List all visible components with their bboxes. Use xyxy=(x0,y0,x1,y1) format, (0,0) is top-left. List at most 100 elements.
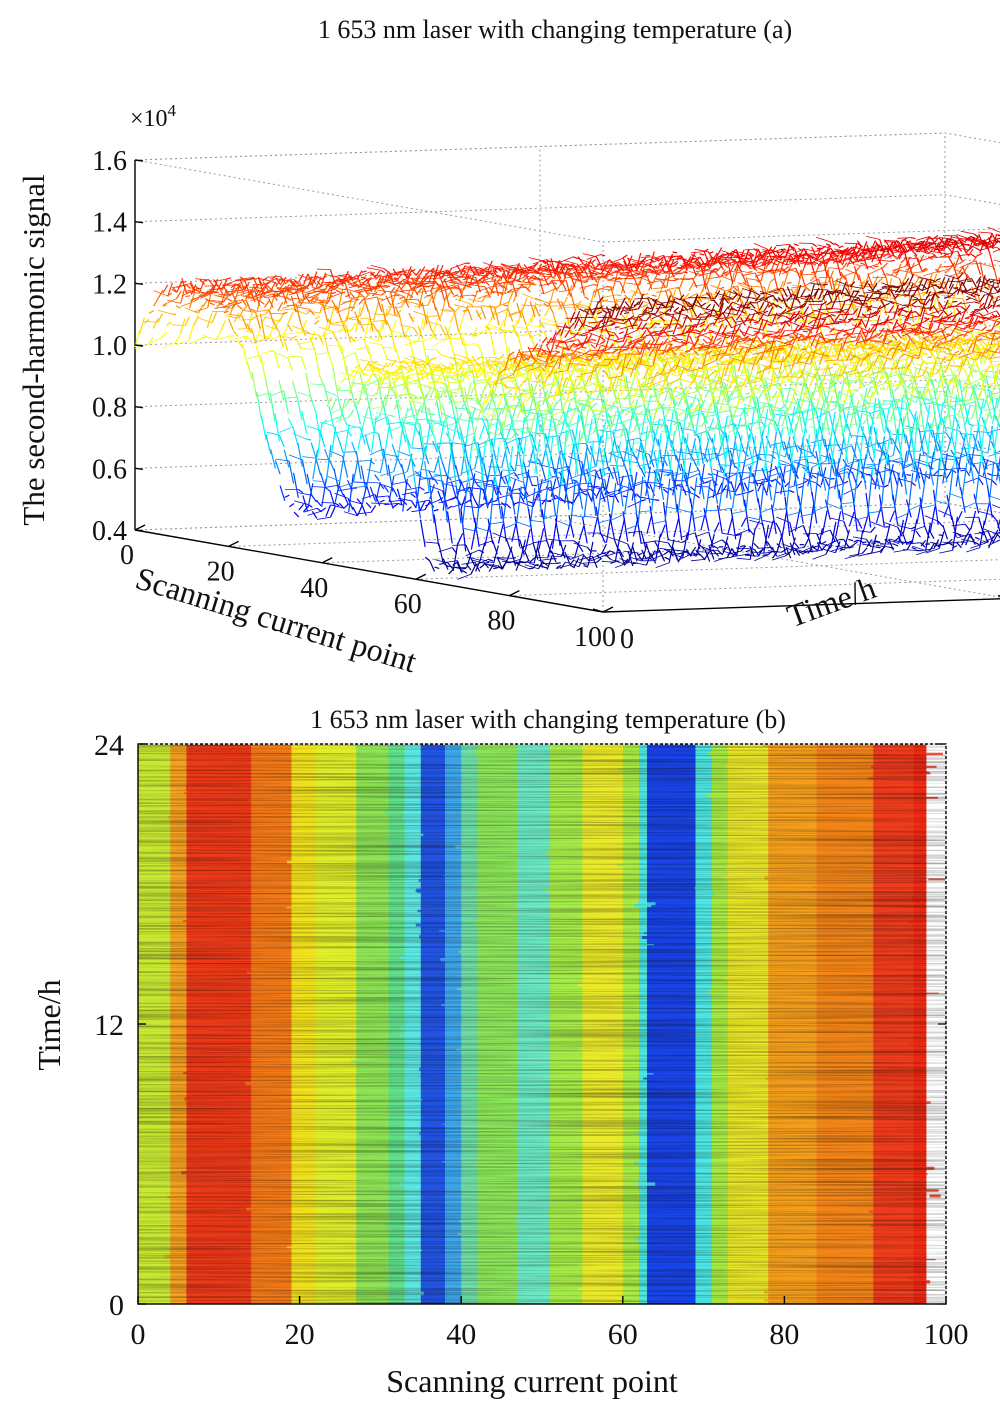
a-surface-segment xyxy=(691,263,697,277)
a-surface-segment xyxy=(784,481,790,488)
a-surface-segment xyxy=(848,251,855,261)
a-surface-segment xyxy=(831,276,846,283)
a-surface-segment xyxy=(913,354,919,357)
a-surface-segment xyxy=(740,254,746,259)
a-surface-segment xyxy=(696,265,702,270)
a-surface-segment xyxy=(974,381,981,390)
a-surface-segment xyxy=(882,371,897,379)
a-surface-segment xyxy=(849,258,855,265)
a-surface-segment xyxy=(741,272,747,284)
a-surface-segment xyxy=(974,244,980,247)
a-surface-segment xyxy=(697,289,704,303)
a-surface-segment xyxy=(965,527,972,537)
a-grid-edge xyxy=(134,132,946,161)
a-surface-segment xyxy=(813,261,819,265)
a-surface-segment xyxy=(897,526,903,537)
a-surface-segment xyxy=(821,408,836,415)
a-surface-segment xyxy=(992,504,1000,509)
a-surface-segment xyxy=(925,376,940,384)
a-surface-segment xyxy=(866,347,873,362)
a-surface-segment xyxy=(816,237,830,242)
a-surface-segment xyxy=(866,248,873,257)
a-surface-segment xyxy=(957,360,964,377)
a-surface-segment xyxy=(974,541,980,546)
a-surface-segment xyxy=(877,346,883,351)
a-surface-segment xyxy=(975,260,982,275)
a-surface-segment xyxy=(943,252,949,256)
a-surface-segment xyxy=(892,494,899,526)
a-surface-segment xyxy=(933,384,940,397)
a-surface-segment xyxy=(920,243,927,254)
a-surface-segment xyxy=(860,262,866,266)
a-surface-segment xyxy=(714,270,720,277)
a-surface-segment xyxy=(729,355,743,358)
a-surface-segment xyxy=(954,254,961,269)
a-surface-segment xyxy=(655,272,661,276)
a-surface-segment xyxy=(959,333,965,337)
a-surface-segment xyxy=(703,271,717,276)
a-surface-segment xyxy=(541,275,555,278)
a-surface-segment xyxy=(882,262,888,269)
a-surface-segment xyxy=(961,535,967,546)
a-surface-segment xyxy=(838,391,853,398)
a-surface-segment xyxy=(973,464,980,475)
a-surface-segment xyxy=(780,465,786,495)
a-surface-segment xyxy=(971,424,986,427)
a-surface-segment xyxy=(861,454,867,479)
a-surface-segment xyxy=(727,263,734,284)
a-surface-segment xyxy=(810,275,816,282)
a-surface-segment xyxy=(749,254,756,267)
a-surface-segment xyxy=(839,463,853,471)
a-surface-segment xyxy=(991,314,998,319)
a-surface-segment xyxy=(977,421,984,462)
a-surface-segment xyxy=(921,267,927,272)
a-surface-segment xyxy=(654,257,660,261)
a-surface-segment xyxy=(929,506,936,532)
a-surface-segment xyxy=(916,401,923,429)
a-surface-segment xyxy=(834,458,840,490)
a-surface-segment xyxy=(771,390,778,399)
a-surface-segment xyxy=(911,525,925,532)
a-surface-segment xyxy=(865,403,879,405)
a-surface-segment xyxy=(975,463,981,503)
a-surface-segment xyxy=(917,423,932,431)
a-surface-segment xyxy=(989,386,995,405)
a-surface-segment xyxy=(890,344,896,351)
a-surface-segment xyxy=(803,248,810,258)
a-surface-segment xyxy=(843,480,849,485)
a-surface-segment xyxy=(858,274,865,293)
a-surface-segment xyxy=(958,348,965,356)
a-surface-segment xyxy=(676,266,690,269)
a-surface-segment xyxy=(916,550,931,556)
a-surface-segment xyxy=(553,321,568,326)
a-surface-segment xyxy=(948,256,955,267)
a-surface-segment xyxy=(689,271,704,276)
a-grid-z-line xyxy=(134,194,1000,223)
a-surface-segment xyxy=(992,534,998,544)
a-surface-segment xyxy=(672,260,679,265)
a-surface-segment xyxy=(645,263,651,268)
a-surface-segment xyxy=(761,416,776,422)
a-surface-segment xyxy=(630,289,645,296)
a-surface-segment xyxy=(839,249,846,263)
a-surface-segment xyxy=(994,371,1000,381)
a-surface-segment xyxy=(926,368,933,394)
a-surface-segment xyxy=(850,351,856,359)
a-surface-segment xyxy=(912,282,919,289)
a-surface-segment xyxy=(973,424,980,448)
a-surface-segment xyxy=(929,236,935,243)
a-surface-segment xyxy=(868,347,875,360)
a-surface-segment xyxy=(790,380,805,387)
a-surface-segment xyxy=(929,402,944,407)
a-surface-segment xyxy=(974,239,988,246)
a-surface-segment xyxy=(831,380,845,384)
a-surface-segment xyxy=(881,342,896,347)
a-surface-segment xyxy=(980,368,987,396)
a-surface-segment xyxy=(876,253,882,265)
a-surface-segment xyxy=(905,321,912,326)
a-surface-segment xyxy=(677,255,682,258)
a-surface-segment xyxy=(691,262,706,268)
a-surface-segment xyxy=(941,254,947,258)
a-surface-segment xyxy=(862,253,877,261)
a-surface-segment xyxy=(780,403,787,410)
